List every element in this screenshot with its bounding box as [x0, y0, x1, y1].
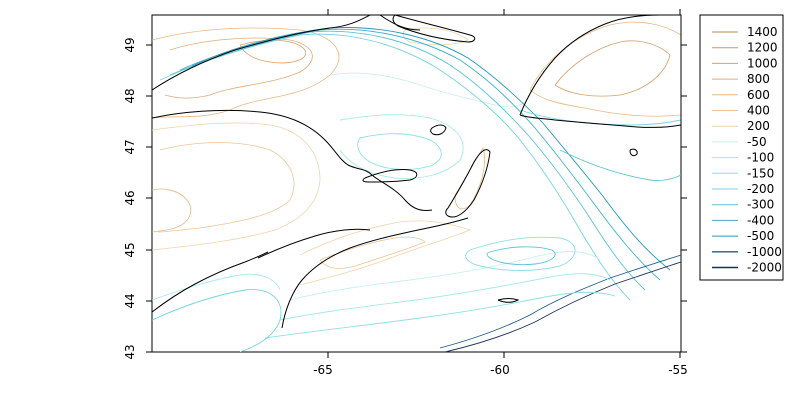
coastline-magdalen — [430, 124, 447, 136]
contour-maine — [152, 188, 192, 233]
contour-banks-shallow-inner — [486, 246, 556, 266]
y-tick-label: 43 — [123, 344, 137, 359]
y-axis: 43 44 45 46 47 48 49 — [123, 37, 687, 360]
contour-newbrunswick-inner — [157, 142, 295, 233]
y-tick-label: 48 — [123, 88, 137, 103]
coastline-gaspe-newbrunswick — [152, 109, 433, 211]
x-tick-label: -65 — [313, 363, 333, 377]
legend-label: -1000 — [747, 245, 782, 259]
coastline-sable-island — [497, 298, 520, 303]
coastline-pei — [362, 169, 418, 183]
y-tick-label: 45 — [123, 242, 137, 257]
contour-gulf-of-maine-100 — [152, 273, 281, 301]
coastlines — [152, 15, 681, 329]
coastline-st-pierre — [629, 148, 638, 157]
contour-gulf-150 — [357, 133, 442, 170]
legend-label: -150 — [747, 166, 774, 180]
contour-laurentian-500 — [191, 27, 671, 271]
contour-novascotia — [299, 220, 472, 286]
map-panel — [151, 14, 682, 353]
coastline-north-shore — [152, 15, 371, 91]
legend-label: -500 — [747, 229, 774, 243]
map-frame — [151, 14, 682, 353]
coastline-maine — [152, 251, 269, 313]
contour-banks-shallow — [465, 236, 576, 271]
contour-scotian-shelf-150 — [264, 291, 616, 339]
y-tick-label: 46 — [123, 190, 137, 205]
legend-label: 800 — [747, 72, 770, 86]
x-axis: -65 -60 -55 — [313, 9, 688, 377]
contour-gulf-50 — [329, 72, 531, 108]
contour-north-shore-land — [152, 27, 340, 119]
contour-cabot-strait-300 — [559, 149, 681, 181]
contour-scotian-shelf-100 — [279, 273, 611, 321]
legend-label: 1000 — [747, 56, 778, 70]
contour-north-shore-inner — [164, 37, 313, 99]
contour-novascotia-inner — [319, 236, 426, 269]
legend-label: 600 — [747, 88, 770, 102]
contour-newbrunswick — [152, 122, 321, 251]
legend-label: 400 — [747, 104, 770, 118]
legend-label: -50 — [747, 135, 767, 149]
coastline-bay-of-fundy — [257, 228, 371, 259]
contour-gulf-of-maine-200 — [152, 289, 282, 352]
coastline-capebreton — [445, 149, 491, 218]
contour-newfoundland-shelf — [519, 109, 681, 126]
legend-label: 1200 — [747, 41, 778, 55]
y-tick-label: 47 — [123, 139, 137, 154]
contour-newfoundland-inner — [554, 40, 671, 97]
contour-laurentian-300 — [169, 30, 646, 291]
coastline-newfoundland — [519, 15, 681, 128]
legend-label: -2000 — [747, 261, 782, 275]
contour-laurentian-200 — [159, 33, 631, 301]
legend-label: -200 — [747, 182, 774, 196]
coastline-novascotia — [281, 217, 469, 329]
x-tick-label: -55 — [668, 363, 688, 377]
x-tick-label: -60 — [490, 363, 510, 377]
legend-label: -400 — [747, 213, 774, 227]
contour-anticosti — [402, 27, 469, 46]
coastline-labrador — [379, 15, 421, 31]
y-tick-label: 44 — [123, 293, 137, 308]
coastline-anticosti — [392, 15, 476, 43]
legend-label: -100 — [747, 151, 774, 165]
legend-label: 1400 — [747, 25, 778, 39]
contour-shelf-break-1000 — [439, 254, 681, 349]
contour-scotian-shelf-50 — [289, 251, 601, 301]
contour-shelf-break-2000 — [444, 261, 681, 352]
y-tick-label: 49 — [123, 37, 137, 52]
legend-label: 200 — [747, 119, 770, 133]
legend-label: -300 — [747, 198, 774, 212]
